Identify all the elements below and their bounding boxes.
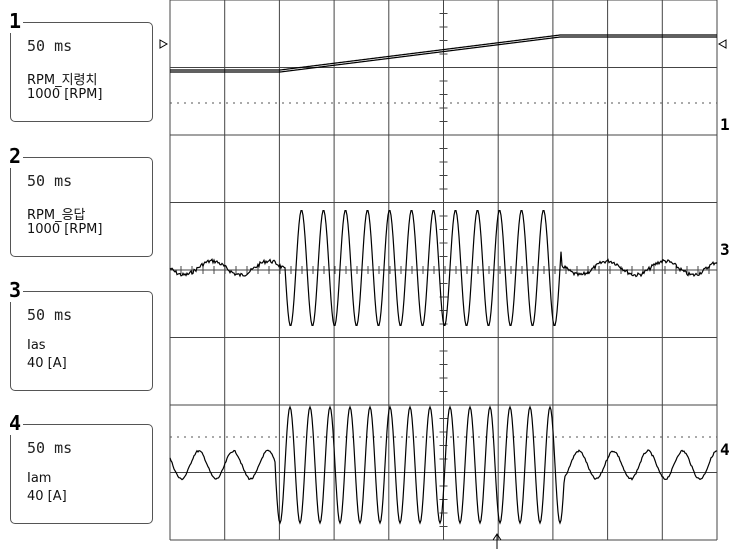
channel-scale: 1000 [RPM]	[27, 87, 102, 102]
channel-name: Ias	[27, 338, 46, 353]
timebase: 50 ms	[27, 439, 72, 457]
channel-scale: 40 [A]	[27, 489, 67, 504]
channel-number: 3	[7, 278, 23, 302]
level-arrow	[160, 40, 167, 48]
timebase: 50 ms	[27, 37, 72, 55]
channel-marker: 1	[720, 115, 730, 134]
timebase: 50 ms	[27, 172, 72, 190]
channel-number: 1	[7, 9, 23, 33]
channel-scale: 1000 [RPM]	[27, 222, 102, 237]
timebase: 50 ms	[27, 306, 72, 324]
trigger-arrow	[493, 534, 501, 549]
channel-name: RPM_응답	[27, 204, 86, 223]
channel-marker: 4	[720, 440, 730, 459]
channel-name: RPM_지령치	[27, 69, 97, 88]
scope-screen: 134 150 msRPM_지령치1000 [RPM]250 msRPM_응답1…	[0, 0, 730, 549]
channel-marker: 3	[720, 240, 730, 259]
channel-scale: 40 [A]	[27, 356, 67, 371]
channel-number: 2	[7, 144, 23, 168]
level-arrow	[719, 40, 726, 48]
channel-number: 4	[7, 411, 23, 435]
channel-name: Iam	[27, 471, 51, 486]
